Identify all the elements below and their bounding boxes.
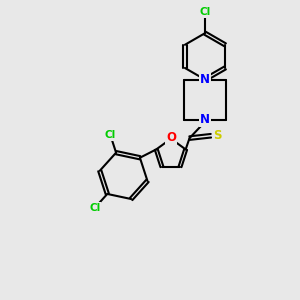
Text: Cl: Cl <box>200 7 211 17</box>
Text: Cl: Cl <box>89 202 100 213</box>
Text: N: N <box>200 73 210 86</box>
Text: N: N <box>200 113 210 126</box>
Text: O: O <box>166 131 176 144</box>
Text: Cl: Cl <box>105 130 116 140</box>
Text: S: S <box>213 129 222 142</box>
